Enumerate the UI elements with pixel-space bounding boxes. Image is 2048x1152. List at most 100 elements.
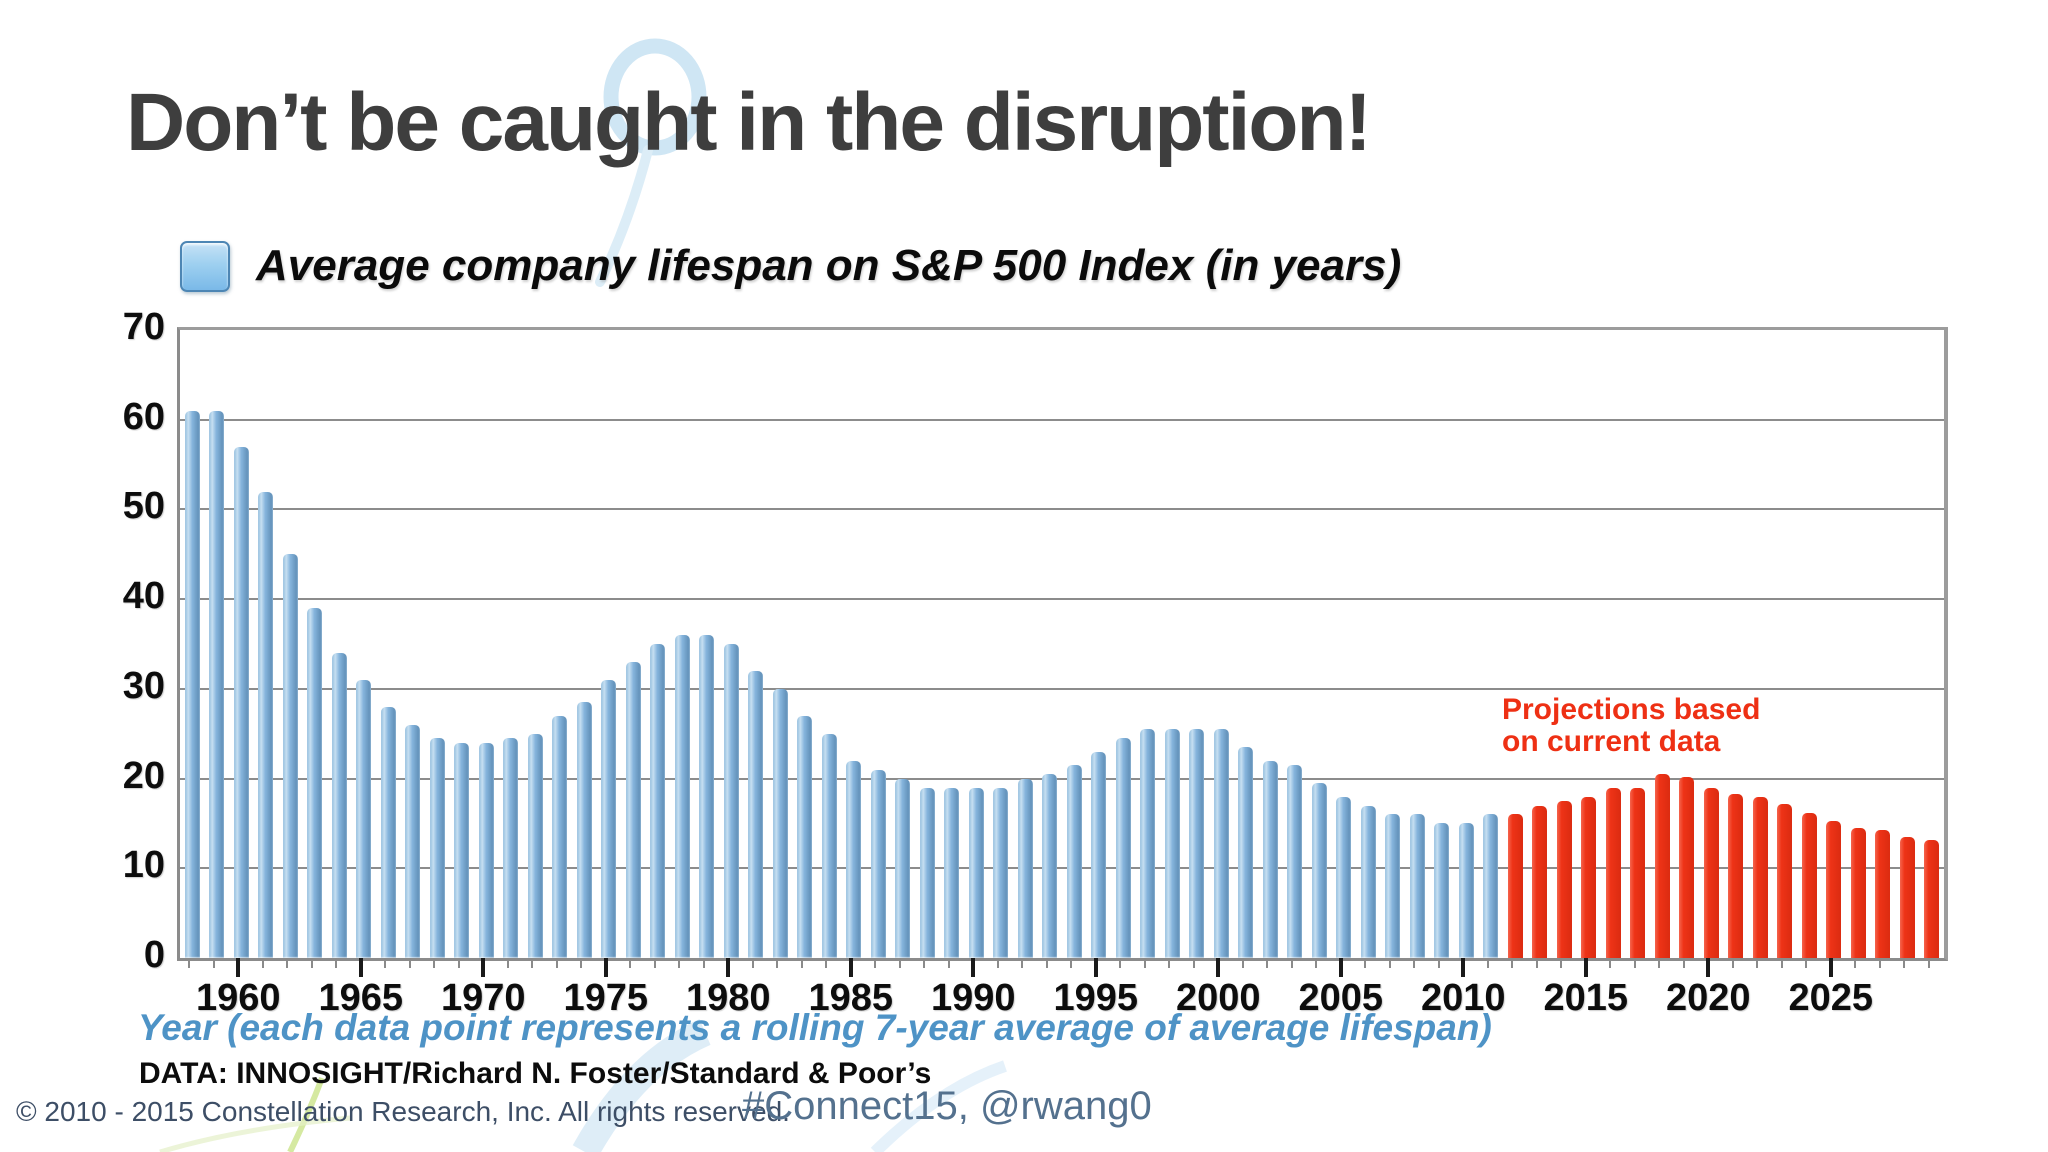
x-tick-minor-1982	[776, 958, 779, 968]
x-tick-minor-1979	[702, 958, 705, 968]
x-axis-label-2020: 2020	[1665, 977, 1751, 1019]
bar-1966	[380, 706, 396, 958]
x-tick-minor-1997	[1143, 958, 1146, 968]
x-tick-minor-1962	[286, 958, 289, 968]
footer-copyright: © 2010 - 2015 Constellation Research, In…	[16, 1096, 790, 1127]
bar-2026	[1850, 827, 1866, 958]
x-tick-minor-1966	[384, 958, 387, 968]
y-axis-label-60: 60	[122, 395, 165, 438]
y-axis-label-20: 20	[122, 754, 165, 797]
bar-1978	[674, 635, 690, 958]
bar-1977	[650, 644, 666, 958]
x-tick-minor-2029	[1927, 958, 1930, 968]
bar-1999	[1189, 729, 1205, 958]
bar-1987	[895, 778, 911, 958]
bar-2022	[1752, 796, 1768, 958]
x-tick-major-1970	[481, 958, 486, 977]
bar-2016	[1605, 787, 1621, 958]
x-axis-label-1980: 1980	[685, 977, 771, 1019]
bar-1968	[429, 738, 445, 958]
bar-1967	[405, 724, 421, 958]
bar-2020	[1703, 787, 1719, 958]
x-tick-minor-1969	[457, 958, 460, 968]
bar-1965	[356, 679, 372, 958]
projection-annotation: Projections based on current data	[1502, 693, 1761, 758]
x-axis-label-1985: 1985	[808, 977, 894, 1019]
gridline-40	[180, 598, 1944, 601]
bar-1975	[601, 679, 617, 958]
x-tick-minor-1958	[188, 958, 191, 968]
bar-2008	[1409, 814, 1425, 958]
bar-2012	[1507, 814, 1523, 958]
bar-2013	[1532, 805, 1548, 958]
bar-1964	[331, 652, 347, 958]
bar-2023	[1777, 803, 1793, 958]
bar-1959	[209, 410, 225, 958]
x-axis-label-1960: 1960	[195, 977, 281, 1019]
bar-1976	[625, 661, 641, 958]
x-tick-minor-1996	[1119, 958, 1122, 968]
bar-2018	[1654, 774, 1670, 958]
bar-1972	[527, 733, 543, 958]
x-tick-minor-1977	[653, 958, 656, 968]
x-tick-minor-1967	[408, 958, 411, 968]
x-tick-major-2010	[1461, 958, 1466, 977]
bar-1998	[1164, 729, 1180, 958]
bar-2000	[1213, 729, 1229, 958]
x-tick-minor-2001	[1241, 958, 1244, 968]
bar-2029	[1924, 839, 1940, 958]
bar-1970	[478, 742, 494, 958]
x-tick-minor-2027	[1878, 958, 1881, 968]
x-tick-minor-1976	[629, 958, 632, 968]
x-tick-major-1995	[1093, 958, 1098, 977]
x-tick-minor-1993	[1045, 958, 1048, 968]
bar-1962	[282, 554, 298, 958]
x-tick-minor-2009	[1437, 958, 1440, 968]
legend-label: Average company lifespan on S&P 500 Inde…	[256, 241, 1402, 290]
bar-1996	[1115, 738, 1131, 958]
x-tick-minor-2014	[1560, 958, 1563, 968]
x-tick-minor-2024	[1805, 958, 1808, 968]
legend-swatch-icon	[180, 240, 230, 292]
x-tick-minor-1972	[531, 958, 534, 968]
x-tick-minor-1964	[335, 958, 338, 968]
x-tick-minor-1974	[580, 958, 583, 968]
y-axis-label-30: 30	[122, 664, 165, 707]
x-tick-minor-2019	[1682, 958, 1685, 968]
x-tick-major-1980	[726, 958, 731, 977]
projection-annotation-line1: Projections based	[1502, 693, 1761, 726]
gridline-60	[180, 418, 1944, 421]
bar-1958	[184, 410, 200, 958]
x-tick-minor-2018	[1658, 958, 1661, 968]
gridline-30	[180, 687, 1944, 690]
bar-2002	[1262, 760, 1278, 958]
bar-1994	[1066, 765, 1082, 958]
x-tick-minor-1998	[1168, 958, 1171, 968]
x-axis-label-2025: 2025	[1788, 977, 1874, 1019]
x-tick-major-1990	[971, 958, 976, 977]
bar-2021	[1728, 793, 1744, 958]
x-tick-minor-2002	[1266, 958, 1269, 968]
data-source-line: DATA: INNOSIGHT/Richard N. Foster/Standa…	[139, 1057, 932, 1090]
page-title: Don’t be caught in the disruption!	[126, 77, 1372, 168]
x-axis-label-1995: 1995	[1053, 977, 1139, 1019]
y-axis-label-50: 50	[122, 485, 165, 528]
x-tick-minor-2008	[1413, 958, 1416, 968]
x-tick-minor-2028	[1903, 958, 1906, 968]
bar-1971	[503, 738, 519, 958]
x-tick-major-1960	[236, 958, 241, 977]
x-tick-minor-2003	[1290, 958, 1293, 968]
bar-1992	[1017, 778, 1033, 958]
bar-2006	[1360, 805, 1376, 958]
gridline-50	[180, 508, 1944, 511]
x-tick-major-2000	[1216, 958, 1221, 977]
bar-1995	[1091, 751, 1107, 958]
gridline-10	[180, 867, 1944, 870]
y-axis-label-0: 0	[143, 934, 165, 976]
x-tick-minor-1994	[1070, 958, 1073, 968]
bar-1983	[797, 715, 813, 958]
bar-1963	[307, 608, 323, 958]
bar-2027	[1875, 829, 1891, 958]
bar-2011	[1483, 814, 1499, 958]
bar-1979	[699, 635, 715, 958]
